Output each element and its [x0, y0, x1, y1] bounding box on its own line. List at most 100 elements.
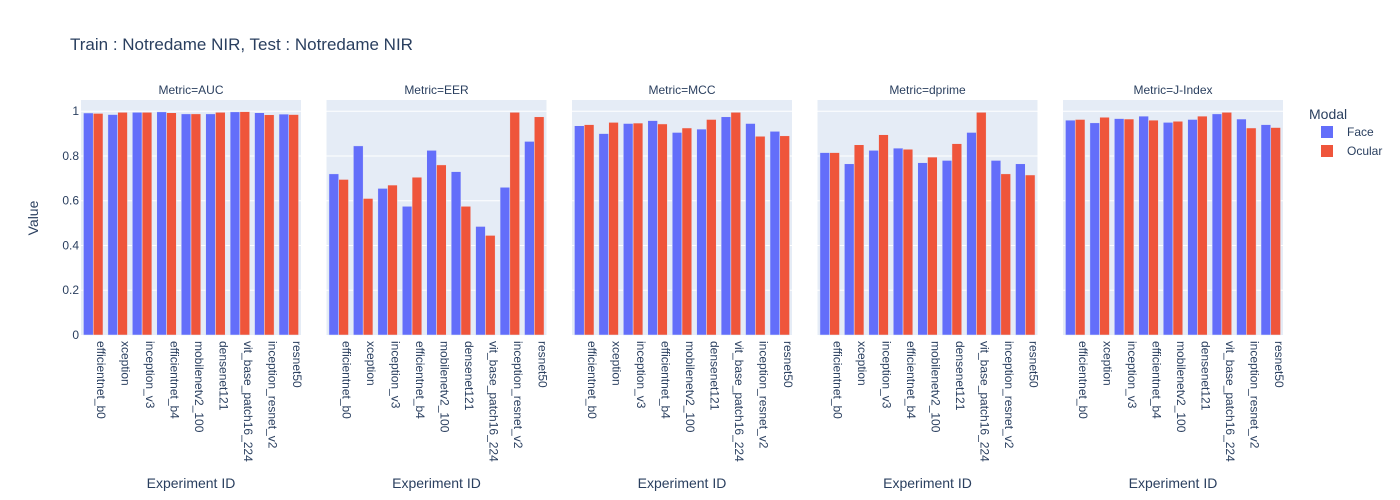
bar-face-vit_base_patch16_224[interactable] — [966, 132, 977, 336]
bar-ocular-mobilenetv2_100[interactable] — [681, 127, 693, 336]
bar-ocular-xception[interactable] — [1099, 116, 1110, 336]
legend-item-face[interactable]: Face — [1347, 125, 1374, 139]
bar-ocular-mobilenetv2_100[interactable] — [436, 164, 447, 336]
bar-ocular-resnet50[interactable] — [779, 135, 790, 336]
bar-face-efficientnet_b0[interactable] — [574, 125, 585, 336]
bar-ocular-xception[interactable] — [853, 144, 865, 336]
bar-face-resnet50[interactable] — [769, 131, 781, 336]
bar-face-densenet121[interactable] — [941, 160, 953, 336]
bar-face-mobilenetv2_100[interactable] — [671, 132, 683, 336]
bar-ocular-vit_base_patch16_224[interactable] — [485, 235, 496, 336]
bar-ocular-resnet50[interactable] — [1270, 127, 1281, 336]
bar-ocular-densenet121[interactable] — [215, 112, 226, 336]
bar-ocular-efficientnet_b0[interactable] — [338, 179, 349, 336]
x-tick-label: efficientnet_b4 — [413, 341, 427, 419]
bar-face-efficientnet_b4[interactable] — [402, 206, 413, 336]
bar-ocular-vit_base_patch16_224[interactable] — [976, 112, 987, 336]
bar-face-inception_resnet_v2[interactable] — [254, 112, 265, 336]
bar-face-inception_resnet_v2[interactable] — [1236, 118, 1247, 336]
bar-face-densenet121[interactable] — [696, 128, 707, 336]
bar-face-mobilenetv2_100[interactable] — [917, 162, 928, 336]
bar-face-densenet121[interactable] — [1187, 119, 1198, 336]
bar-ocular-efficientnet_b0[interactable] — [92, 113, 104, 336]
bar-ocular-resnet50[interactable] — [1025, 174, 1036, 336]
bar-face-densenet121[interactable] — [205, 113, 216, 336]
bar-ocular-resnet50[interactable] — [288, 114, 299, 336]
bar-ocular-efficientnet_b4[interactable] — [1148, 119, 1159, 336]
bar-ocular-inception_v3[interactable] — [878, 134, 889, 336]
bar-face-resnet50[interactable] — [524, 141, 535, 336]
bar-face-efficientnet_b0[interactable] — [328, 173, 339, 336]
bar-ocular-resnet50[interactable] — [534, 116, 545, 336]
bar-face-vit_base_patch16_224[interactable] — [720, 116, 732, 336]
bar-face-efficientnet_b4[interactable] — [156, 111, 167, 336]
bar-face-inception_resnet_v2[interactable] — [990, 160, 1002, 336]
bar-face-mobilenetv2_100[interactable] — [426, 150, 437, 336]
bar-face-inception_v3[interactable] — [868, 150, 879, 336]
bar-face-xception[interactable] — [353, 145, 364, 336]
bar-face-inception_v3[interactable] — [623, 123, 634, 336]
x-tick-label: efficientnet_b0 — [831, 341, 845, 419]
bar-ocular-inception_resnet_v2[interactable] — [509, 112, 520, 336]
bar-ocular-inception_v3[interactable] — [387, 184, 398, 336]
bar-ocular-inception_resnet_v2[interactable] — [755, 136, 766, 336]
bar-face-inception_v3[interactable] — [377, 188, 388, 336]
bar-ocular-vit_base_patch16_224[interactable] — [239, 111, 250, 336]
x-tick-label: efficientnet_b4 — [659, 341, 673, 419]
bar-face-efficientnet_b0[interactable] — [819, 152, 830, 336]
bar-face-efficientnet_b4[interactable] — [893, 147, 904, 336]
bar-ocular-densenet121[interactable] — [951, 143, 962, 336]
bar-ocular-inception_v3[interactable] — [141, 112, 153, 336]
bar-ocular-efficientnet_b0[interactable] — [829, 152, 840, 336]
bar-face-efficientnet_b0[interactable] — [83, 112, 94, 336]
bar-ocular-densenet121[interactable] — [706, 119, 717, 336]
bar-face-efficientnet_b4[interactable] — [647, 120, 658, 336]
bar-face-inception_v3[interactable] — [1114, 118, 1125, 336]
bar-ocular-inception_v3[interactable] — [1123, 118, 1135, 336]
bar-face-densenet121[interactable] — [450, 171, 462, 336]
bar-face-efficientnet_b4[interactable] — [1138, 115, 1149, 336]
bar-face-xception[interactable] — [598, 133, 609, 336]
bar-ocular-efficientnet_b4[interactable] — [166, 112, 177, 336]
bar-ocular-densenet121[interactable] — [460, 206, 471, 336]
bar-ocular-inception_resnet_v2[interactable] — [1246, 127, 1257, 336]
bar-ocular-inception_resnet_v2[interactable] — [1000, 173, 1011, 336]
bar-ocular-xception[interactable] — [362, 198, 374, 336]
bar-ocular-efficientnet_b0[interactable] — [583, 124, 595, 336]
bar-ocular-mobilenetv2_100[interactable] — [927, 156, 938, 336]
bar-ocular-inception_resnet_v2[interactable] — [264, 114, 275, 336]
legend-item-ocular[interactable]: Ocular — [1347, 144, 1382, 158]
bar-ocular-xception[interactable] — [608, 122, 619, 336]
bar-face-vit_base_patch16_224[interactable] — [475, 226, 486, 336]
bar-ocular-efficientnet_b4[interactable] — [411, 176, 423, 336]
y-tick-label: 1 — [72, 104, 79, 118]
panel-2: Metric=MCC efficientnet_b0 xception incepti… — [572, 83, 795, 491]
bar-ocular-efficientnet_b0[interactable] — [1074, 119, 1086, 336]
bar-ocular-mobilenetv2_100[interactable] — [1172, 121, 1184, 336]
bar-face-efficientnet_b0[interactable] — [1065, 119, 1076, 336]
bar-face-inception_resnet_v2[interactable] — [745, 123, 756, 336]
bar-face-resnet50[interactable] — [1260, 124, 1272, 336]
legend[interactable]: Modal Face Ocular — [1309, 106, 1382, 158]
bar-ocular-xception[interactable] — [117, 112, 128, 336]
bar-face-mobilenetv2_100[interactable] — [180, 113, 192, 336]
bar-ocular-inception_v3[interactable] — [632, 122, 644, 336]
bar-face-mobilenetv2_100[interactable] — [1162, 122, 1174, 336]
bar-face-xception[interactable] — [107, 114, 118, 336]
bar-ocular-densenet121[interactable] — [1197, 115, 1208, 336]
bar-ocular-vit_base_patch16_224[interactable] — [730, 112, 741, 336]
bar-ocular-mobilenetv2_100[interactable] — [190, 113, 202, 336]
bar-face-inception_v3[interactable] — [132, 112, 143, 336]
bar-face-vit_base_patch16_224[interactable] — [229, 111, 241, 336]
y-tick-label: 0.6 — [62, 194, 79, 208]
bar-face-xception[interactable] — [844, 163, 855, 336]
bar-face-inception_resnet_v2[interactable] — [499, 187, 511, 336]
bar-ocular-vit_base_patch16_224[interactable] — [1221, 112, 1232, 336]
bar-face-resnet50[interactable] — [278, 113, 290, 336]
bar-ocular-efficientnet_b4[interactable] — [902, 148, 914, 336]
bar-ocular-efficientnet_b4[interactable] — [657, 123, 668, 336]
bar-face-vit_base_patch16_224[interactable] — [1211, 113, 1223, 336]
y-axis-label: Value — [25, 200, 41, 235]
bar-face-xception[interactable] — [1089, 122, 1100, 336]
bar-face-resnet50[interactable] — [1015, 163, 1026, 336]
